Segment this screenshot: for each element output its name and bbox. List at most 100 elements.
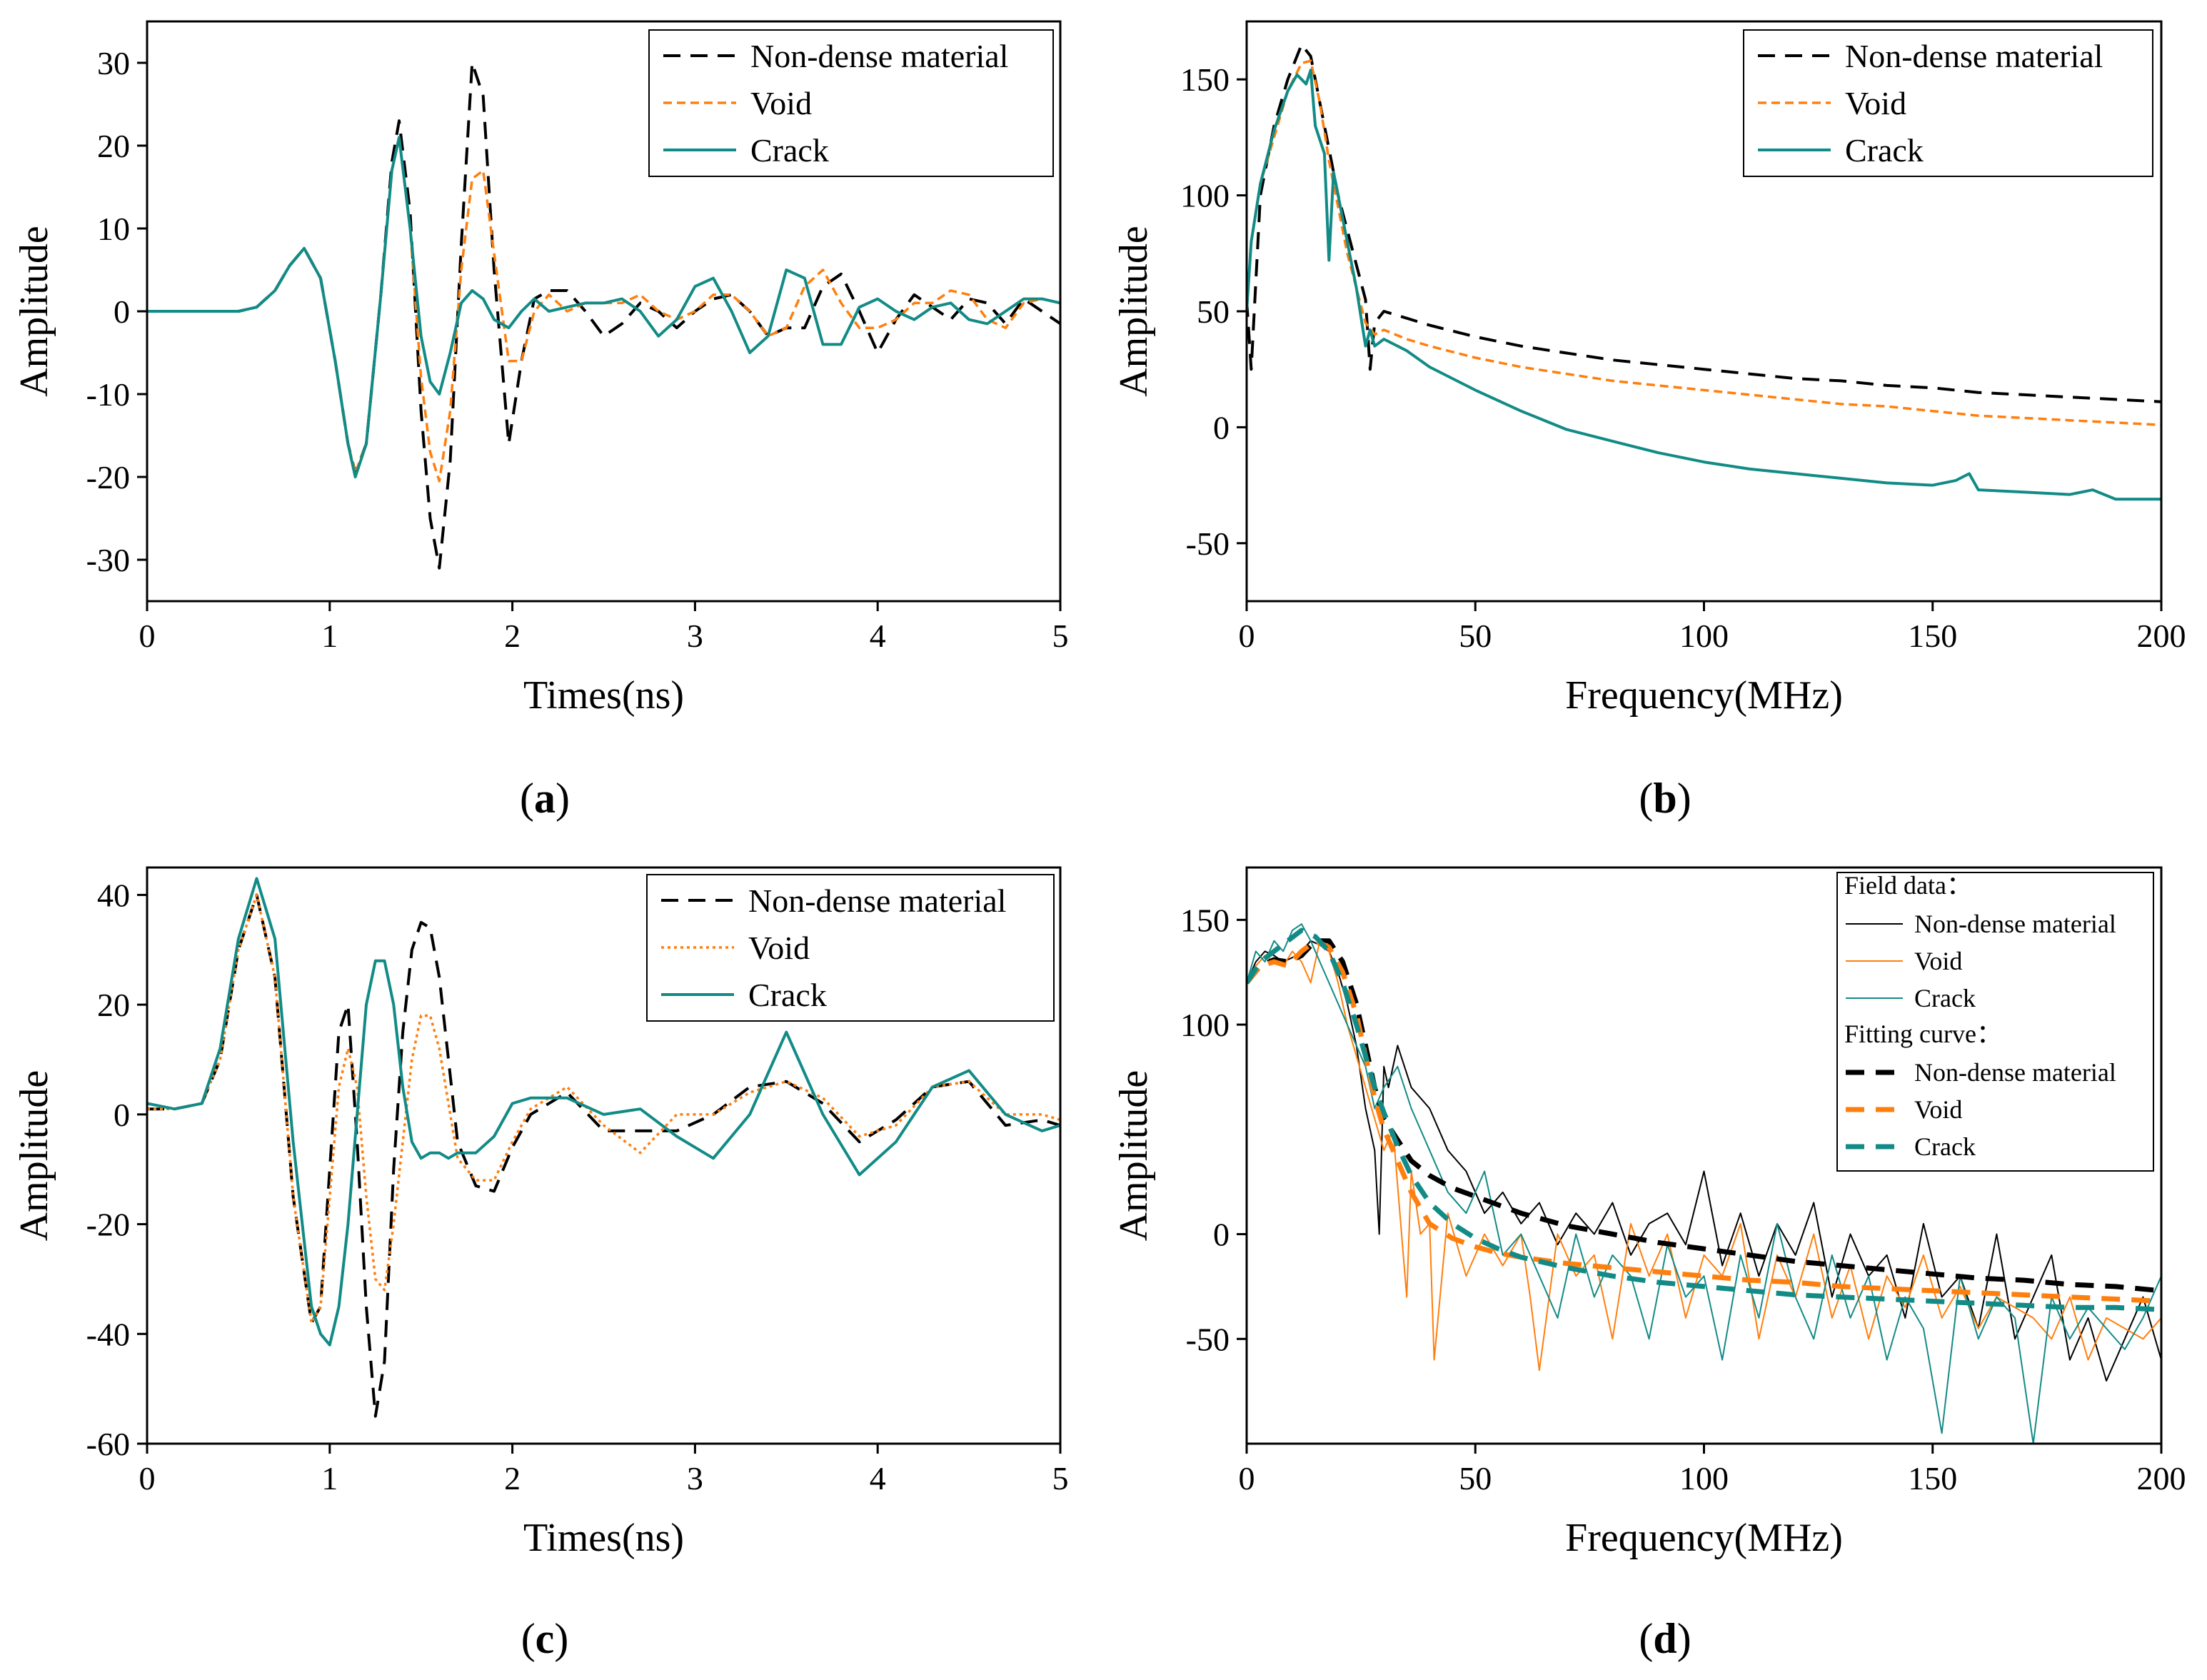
- panel-b-series-crack: [1247, 69, 2161, 501]
- panel-c-legend-label: Non-dense material: [748, 882, 1006, 919]
- panel-b-x-axis-title: Frequency(MHz): [1565, 673, 1843, 718]
- panel-d: 0 50 100 150 200 -50 0 100 150 Frequency(MHz) Ampl…: [1112, 866, 2186, 1662]
- panel-d-legend-label: Void: [1914, 1095, 1962, 1124]
- panel-a-x-axis-title: Times(ns): [523, 673, 684, 718]
- panel-d-ytick-label: 100: [1180, 1007, 1230, 1043]
- panel-c-caption: (c): [521, 1615, 569, 1662]
- panel-c-axes-frame: [146, 866, 1062, 1445]
- panel-b-series-group: [1247, 43, 2161, 501]
- panel-b-legend-label: Non-dense material: [1845, 38, 2103, 74]
- panel-d-series-fit-crack: [1247, 927, 2161, 1312]
- panel-a-ytick-label: 20: [97, 128, 130, 164]
- panel-b-ytick-label: 0: [1213, 409, 1230, 446]
- panel-d-xtick-label: 100: [1679, 1460, 1729, 1497]
- panel-a-xtick-label: 4: [870, 618, 886, 654]
- panel-b-ytick-label: -50: [1186, 525, 1230, 562]
- panel-b-xtick-label: 100: [1679, 618, 1729, 654]
- panel-a-ytick-label: 10: [97, 211, 130, 247]
- panel-b-xtick-label: 150: [1908, 618, 1957, 654]
- panel-b-legend-label: Void: [1845, 85, 1906, 121]
- panel-d-ytick-label: 0: [1213, 1217, 1230, 1253]
- panel-c-xtick-label: 0: [139, 1460, 156, 1497]
- panel-d-series-field-void: [1247, 940, 2161, 1372]
- panel-b-ytick-label: 150: [1180, 61, 1230, 98]
- panel-c-series-void: [147, 893, 1060, 1324]
- panel-c-ytick-label: -40: [86, 1316, 130, 1352]
- panel-c-y-axis-title: Amplitude: [12, 1070, 56, 1242]
- panel-d-caption-letter: d: [1653, 1615, 1676, 1662]
- panel-a-caption-letter: a: [534, 775, 555, 822]
- panel-d-legend-label: Crack: [1914, 1132, 1976, 1161]
- panel-d-xtick-label: 150: [1908, 1460, 1957, 1497]
- panel-b-plot: 0 50 100 150 200 -50 0 50 100 150 Frequency(MHz) Am…: [1112, 20, 2186, 718]
- panel-c-legend-label: Void: [748, 930, 810, 966]
- panel-a-series-group: [147, 61, 1060, 570]
- panel-d-legend: Field data： Non-dense material Void Crack Fi…: [1836, 871, 2154, 1172]
- panel-b-legend-box: [1743, 29, 2153, 177]
- panel-c-caption-letter: c: [536, 1615, 555, 1662]
- panel-b-caption: (b): [1639, 775, 1691, 822]
- panel-a-ytick-label: 0: [114, 293, 130, 330]
- panel-a-legend-label: Non-dense material: [750, 38, 1008, 74]
- panel-d-x-axis-title: Frequency(MHz): [1565, 1516, 1843, 1560]
- panel-c-xtick-label: 5: [1052, 1460, 1069, 1497]
- panel-d-series-group: [1247, 923, 2161, 1444]
- panel-d-xtick-label: 200: [2137, 1460, 2186, 1497]
- panel-b-series-void: [1247, 59, 2161, 426]
- panel-a-xtick-label: 1: [321, 618, 338, 654]
- panel-c-ytick-label: 0: [114, 1097, 130, 1133]
- panel-b-series-non-dense-material: [1247, 43, 2161, 403]
- panel-c-series-group: [147, 877, 1060, 1418]
- panel-b-xtick-label: 50: [1459, 618, 1492, 654]
- panel-a-ytick-label: -10: [86, 376, 130, 413]
- panel-d-plot: 0 50 100 150 200 -50 0 100 150 Frequency(MHz) Ampl…: [1112, 866, 2186, 1560]
- panel-c-legend: Non-dense material Void Crack: [646, 874, 1055, 1022]
- panel-a-xtick-label: 0: [139, 618, 156, 654]
- panel-d-legend-group-title: Field data：: [1844, 871, 1972, 900]
- panel-b-caption-letter: b: [1653, 775, 1676, 822]
- panel-c-plot: 0 1 2 3 4 5 -60 -40 -20 0 20 40 Times(ns) Amplitude No…: [12, 866, 1069, 1560]
- panel-b-y-axis-title: Amplitude: [1112, 226, 1156, 397]
- panel-a-caption: (a): [520, 775, 570, 822]
- panel-a-xtick-label: 3: [687, 618, 703, 654]
- panel-a-legend-label: Void: [750, 85, 812, 121]
- panel-b-legend-label: Crack: [1845, 132, 1924, 168]
- panel-a-ytick-label: -30: [86, 542, 130, 578]
- panel-b-xtick-label: 200: [2137, 618, 2186, 654]
- panel-b-ytick-label: 100: [1180, 178, 1230, 214]
- panel-b-legend: Non-dense material Void Crack: [1743, 29, 2153, 177]
- panel-a-series-void: [147, 136, 1060, 483]
- panel-d-legend-label: Void: [1914, 947, 1962, 975]
- panel-a-ytick-label: -20: [86, 459, 130, 496]
- panel-a-series-crack: [147, 136, 1060, 478]
- panel-c-ytick-label: -20: [86, 1207, 130, 1243]
- panel-a-ytick-label: 30: [97, 45, 130, 81]
- panel-a-legend: Non-dense material Void Crack: [648, 29, 1054, 177]
- panel-c-xtick-label: 4: [870, 1460, 886, 1497]
- panel-b: 0 50 100 150 200 -50 0 50 100 150 Frequency(MHz) Am…: [1112, 20, 2186, 822]
- panel-c-legend-label: Crack: [748, 977, 827, 1013]
- panel-d-xtick-label: 0: [1239, 1460, 1255, 1497]
- panel-c-xtick-label: 2: [504, 1460, 521, 1497]
- panel-a-y-axis-title: Amplitude: [12, 226, 56, 397]
- panel-d-ytick-label: 150: [1180, 902, 1230, 938]
- panel-a: 0 1 2 3 4 5 -30 -20 -10 0 10 20 30 Times(ns) Amplitude…: [12, 20, 1069, 822]
- panel-b-xtick-label: 0: [1239, 618, 1255, 654]
- panel-d-ytick-label: -50: [1186, 1321, 1230, 1357]
- panel-d-xtick-label: 50: [1459, 1460, 1492, 1497]
- panel-d-caption: (d): [1639, 1615, 1691, 1662]
- panel-d-legend-label: Non-dense material: [1914, 1058, 2116, 1087]
- panel-d-legend-group-title: Fitting curve：: [1844, 1020, 2002, 1048]
- panel-d-legend-label: Non-dense material: [1914, 910, 2116, 938]
- panel-d-legend-label: Crack: [1914, 984, 1976, 1012]
- panel-c-ytick-label: 20: [97, 987, 130, 1023]
- panel-b-ytick-label: 50: [1197, 293, 1230, 330]
- panel-c-series-crack: [147, 877, 1060, 1347]
- panel-c-ytick-label: 40: [97, 877, 130, 913]
- panel-d-legend-box: [1836, 872, 2154, 1172]
- panel-c-xtick-label: 1: [321, 1460, 338, 1497]
- panel-a-xtick-label: 2: [504, 618, 521, 654]
- panel-c-x-axis-title: Times(ns): [523, 1516, 684, 1560]
- panel-c-xtick-label: 3: [687, 1460, 703, 1497]
